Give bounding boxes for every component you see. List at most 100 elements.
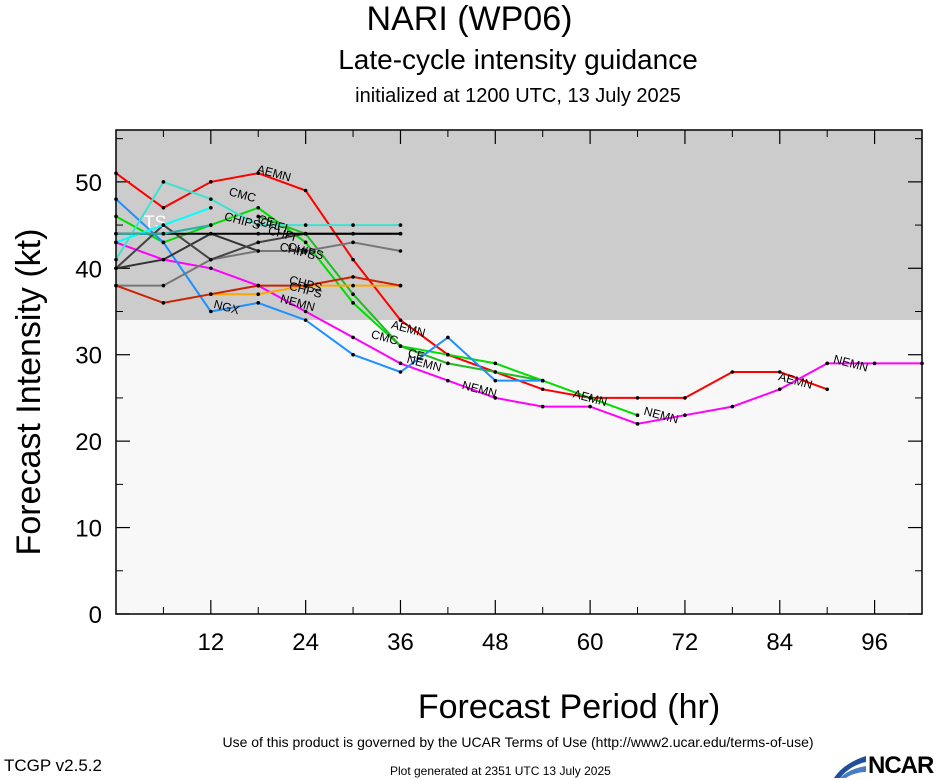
data-point (398, 361, 403, 366)
series-line-nemn-1 (115, 241, 922, 425)
data-point (303, 318, 308, 322)
x-tick-label: 48 (482, 629, 509, 656)
x-axis-label: Forecast Period (hr) (418, 688, 720, 726)
data-point (540, 404, 545, 409)
data-point (256, 301, 261, 305)
data-point (398, 223, 403, 227)
data-point (730, 370, 735, 374)
data-point (351, 283, 355, 288)
data-point (303, 309, 308, 314)
data-point (588, 404, 592, 409)
data-point (398, 344, 403, 348)
series-label: CMC (370, 327, 400, 348)
data-point (303, 240, 308, 245)
data-point (398, 370, 403, 374)
series-line-ngx-4 (115, 198, 543, 382)
data-point (256, 223, 261, 227)
data-point (825, 361, 829, 366)
data-point (256, 283, 261, 288)
series-label: CHFI (267, 223, 298, 244)
chart-title: NARI (WP06) (366, 0, 573, 38)
series-label: NGX (212, 297, 241, 317)
y-tick-label: 20 (75, 429, 102, 456)
series-label: CE (256, 212, 276, 230)
data-point (256, 240, 261, 245)
data-point (303, 223, 308, 227)
data-point (351, 292, 355, 297)
data-point (540, 387, 545, 392)
data-point (777, 370, 782, 374)
data-point (256, 249, 261, 253)
y-axis-label: Forecast Intensity (kt) (10, 229, 48, 556)
series-label: CE (406, 346, 426, 364)
data-point (351, 231, 355, 236)
data-point (351, 352, 355, 357)
data-point (493, 361, 498, 366)
data-point (209, 231, 213, 236)
initialized-time: initialized at 1200 UTC, 13 July 2025 (355, 85, 681, 107)
data-point (209, 266, 213, 271)
data-point (446, 378, 450, 383)
data-point (777, 387, 782, 392)
data-point (398, 283, 403, 288)
data-point (256, 231, 261, 236)
band-label: TS (144, 213, 167, 233)
data-point (303, 188, 308, 193)
series-line-cmc-2 (115, 206, 638, 417)
data-point (209, 205, 213, 210)
data-point (256, 205, 261, 210)
data-point (493, 396, 498, 400)
data-point (398, 318, 403, 322)
data-point (303, 249, 308, 253)
data-point (493, 378, 498, 383)
plot-frame (115, 129, 923, 615)
data-point (161, 257, 166, 262)
y-tick-label: 0 (89, 602, 102, 629)
data-point (209, 257, 213, 262)
data-point (303, 283, 308, 288)
data-point (161, 240, 166, 245)
y-tick-label: 10 (75, 516, 102, 543)
intensity-bands: TS (116, 130, 922, 614)
series-label: CMC (227, 185, 257, 206)
data-point (161, 283, 166, 288)
tick-labels: 12 24 36 48 60 72 84 96 0 10 20 30 40 50 (75, 170, 888, 656)
data-point (351, 275, 355, 279)
version-label: TCGP v2.5.2 (4, 756, 102, 775)
data-point (209, 223, 213, 227)
data-point (446, 361, 450, 366)
data-point (683, 413, 687, 418)
x-tick-label: 36 (387, 629, 414, 656)
data-point (256, 292, 261, 297)
data-point (635, 413, 640, 418)
data-point (683, 396, 687, 400)
data-point (161, 205, 166, 210)
series-lines (114, 171, 924, 426)
data-point (351, 301, 355, 305)
data-point (161, 180, 166, 184)
y-tick-label: 40 (75, 256, 102, 283)
ncar-logo-text: NCAR (868, 752, 934, 779)
terms-of-use: Use of this product is governed by the U… (222, 734, 814, 750)
data-point (256, 171, 261, 176)
data-point (446, 352, 450, 357)
data-point (730, 404, 735, 409)
data-point (493, 370, 498, 374)
data-point (209, 197, 213, 201)
band-1 (116, 320, 922, 614)
data-point (161, 223, 166, 227)
y-tick-label: 30 (75, 343, 102, 370)
data-point (446, 335, 450, 340)
data-point (161, 301, 166, 305)
series-label: CHFI (259, 215, 290, 236)
x-tick-label: 60 (577, 629, 604, 656)
x-tick-label: 84 (766, 629, 793, 656)
data-point (540, 378, 545, 383)
data-point (351, 257, 355, 262)
data-point (398, 231, 403, 236)
chart-subtitle: Late-cycle intensity guidance (338, 44, 698, 75)
ncar-swoosh-icon (834, 756, 866, 778)
data-point (209, 309, 213, 314)
x-tick-label: 12 (197, 629, 224, 656)
data-point (209, 180, 213, 184)
